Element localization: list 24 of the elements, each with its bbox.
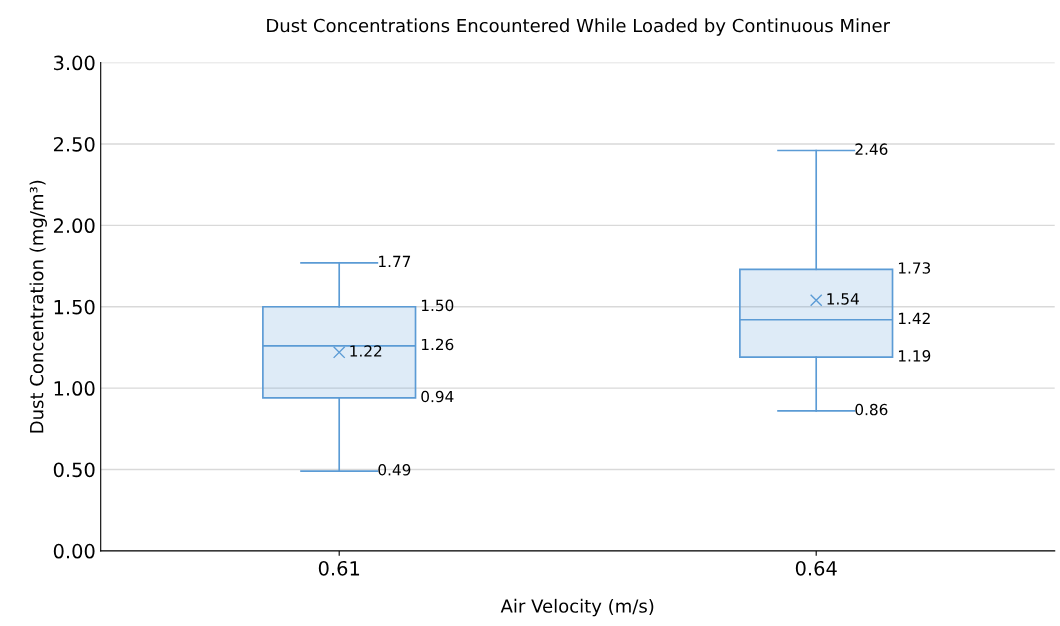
y-tick-label: 3.00	[54, 55, 95, 71]
y-tick-label: 0.50	[53, 462, 95, 478]
annotation: 0.86	[855, 403, 888, 416]
annotation: 1.50	[421, 299, 454, 312]
chart-title: Dust Concentrations Encountered While Loaded by Continuous Miner	[267, 18, 891, 36]
annotation: 0.94	[421, 390, 454, 403]
x-axis-title: Air Velocity (m/s)	[500, 598, 654, 617]
annotation: 1.22	[350, 345, 382, 357]
annotation: 1.73	[898, 262, 931, 274]
annotation: 1.42	[898, 312, 930, 324]
y-tick-label: 2.50	[53, 136, 95, 152]
annotation: 0.49	[378, 464, 411, 476]
y-tick-label: 1.50	[54, 299, 95, 315]
x-tick-label: 0.64	[795, 560, 837, 576]
y-tick-label: 1.00	[54, 381, 95, 396]
x-tick-label: 0.61	[318, 560, 360, 576]
y-axis-title: Dust Concentration (mg/m³)	[29, 180, 47, 433]
annotation: 1.26	[421, 338, 454, 351]
annotation: 1.54	[827, 293, 859, 305]
annotation: 1.77	[379, 255, 411, 268]
y-tick-label: 2.00	[53, 218, 95, 234]
annotation: 2.46	[855, 143, 888, 155]
annotation: 1.19	[898, 350, 931, 362]
y-tick-label: 0.00	[53, 543, 95, 559]
